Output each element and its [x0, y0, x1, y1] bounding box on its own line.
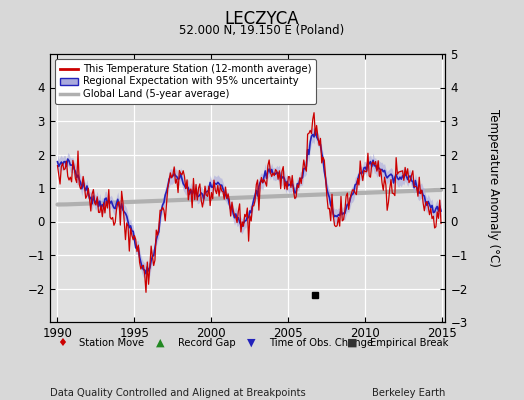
Text: ▲: ▲	[156, 338, 165, 348]
Text: LECZYCA: LECZYCA	[225, 10, 299, 28]
Text: ▼: ▼	[247, 338, 256, 348]
Text: Record Gap: Record Gap	[178, 338, 236, 348]
Text: Data Quality Controlled and Aligned at Breakpoints: Data Quality Controlled and Aligned at B…	[50, 388, 305, 398]
Text: Station Move: Station Move	[80, 338, 145, 348]
Text: ♦: ♦	[57, 338, 67, 348]
Text: 52.000 N, 19.150 E (Poland): 52.000 N, 19.150 E (Poland)	[179, 24, 345, 37]
Y-axis label: Temperature Anomaly (°C): Temperature Anomaly (°C)	[487, 109, 500, 267]
Text: ■: ■	[347, 338, 358, 348]
Text: Time of Obs. Change: Time of Obs. Change	[269, 338, 374, 348]
Text: Berkeley Earth: Berkeley Earth	[372, 388, 445, 398]
Text: Empirical Break: Empirical Break	[370, 338, 449, 348]
Legend: This Temperature Station (12-month average), Regional Expectation with 95% uncer: This Temperature Station (12-month avera…	[55, 59, 316, 104]
